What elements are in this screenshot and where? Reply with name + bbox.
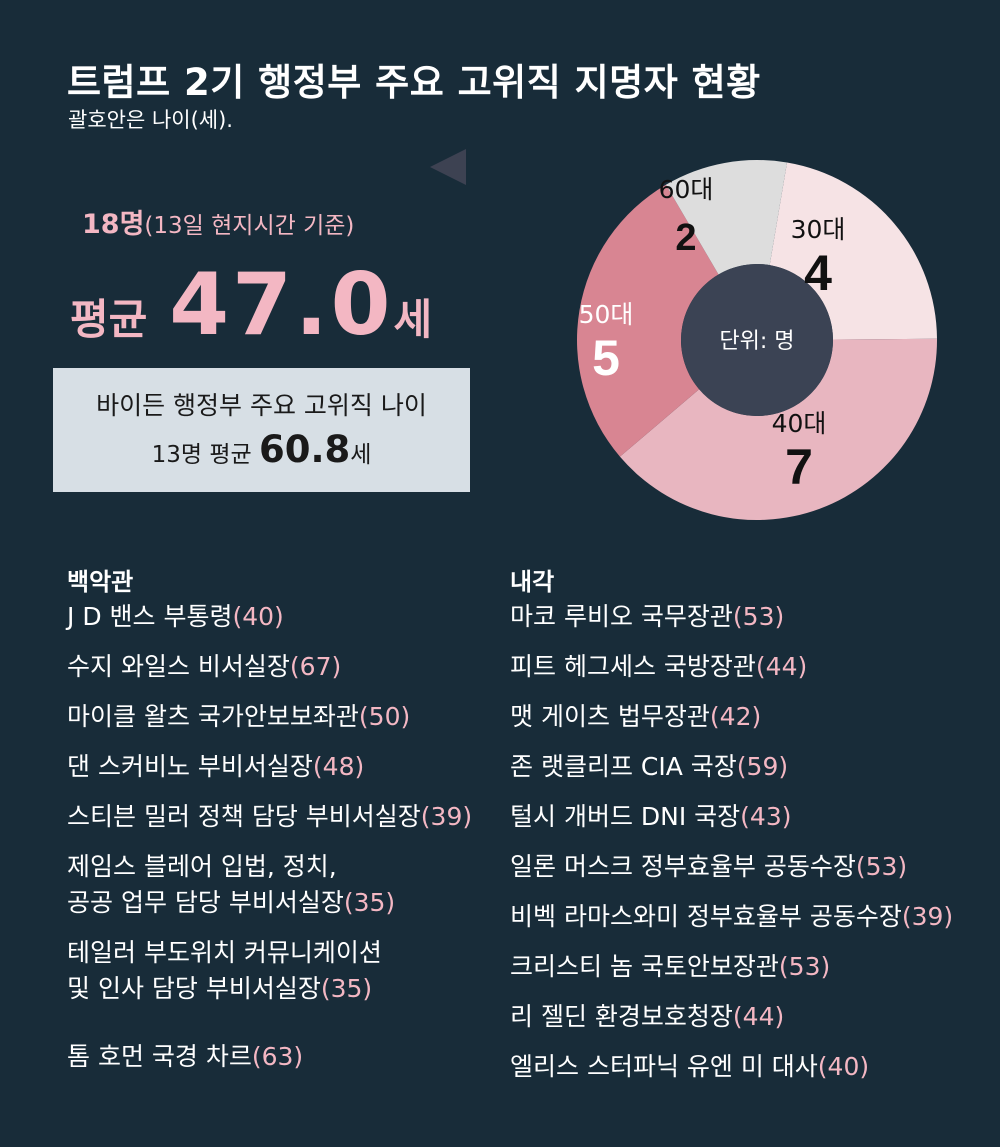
- pie-center: [681, 264, 833, 416]
- pie-category-label: 30대: [791, 215, 846, 244]
- nominee-age: (40): [817, 1052, 870, 1081]
- list-item: 마이클 왈츠 국가안보보좌관(50): [67, 700, 410, 733]
- nominee-name: 댄 스커비노 부비서실장: [67, 752, 313, 781]
- list-item: 및 인사 담당 부비서실장(35): [67, 972, 372, 1005]
- pie-category-label: 50대: [579, 300, 634, 329]
- pie-value-label: 4: [804, 245, 832, 301]
- nominee-name: 일론 머스크 정부효율부 공동수장: [510, 852, 856, 881]
- nominee-name: 맷 게이츠 법무장관: [510, 702, 710, 731]
- nominee-name: 공공 업무 담당 부비서실장: [67, 888, 344, 917]
- list-item: 테일러 부도위치 커뮤니케이션: [67, 936, 382, 969]
- nominee-name: 리 젤딘 환경보호청장: [510, 1002, 733, 1031]
- nominee-name: J D 밴스 부통령: [67, 602, 233, 631]
- nominee-age: (50): [358, 702, 411, 731]
- list-item: 리 젤딘 환경보호청장(44): [510, 1000, 784, 1033]
- list-item: 톰 호먼 국경 차르(63): [67, 1040, 303, 1073]
- average-age: 평균 47.0세: [70, 255, 432, 355]
- nominee-name: 스티븐 밀러 정책 담당 부비서실장: [67, 802, 421, 831]
- biden-line2: 13명 평균 60.8세: [53, 428, 470, 471]
- list-item: 맷 게이츠 법무장관(42): [510, 700, 761, 733]
- nominee-age: (39): [901, 902, 954, 931]
- nominee-age: (44): [732, 1002, 785, 1031]
- list-item: 털시 개버드 DNI 국장(43): [510, 800, 792, 833]
- pie-value-label: 5: [592, 330, 620, 386]
- biden-count: 13명 평균: [151, 442, 252, 468]
- average-label: 평균: [70, 295, 148, 344]
- nominee-age: (35): [343, 888, 396, 917]
- biden-line1: 바이든 행정부 주요 고위직 나이: [96, 391, 427, 420]
- cabinet-heading: 내각: [510, 568, 555, 596]
- list-item: 피트 헤그세스 국방장관(44): [510, 650, 807, 683]
- nominee-age: (59): [736, 752, 789, 781]
- pie-slice-30대: [769, 162, 937, 340]
- nominee-age: (42): [709, 702, 762, 731]
- nominee-name: 존 랫클리프 CIA 국장: [510, 752, 737, 781]
- nominee-name: 털시 개버드 DNI 국장: [510, 802, 741, 831]
- list-item: 댄 스커비노 부비서실장(48): [67, 750, 364, 783]
- pie-center-label: 단위: 명: [719, 329, 794, 354]
- pie-category-label: 60대: [659, 175, 714, 204]
- nominee-age: (35): [320, 974, 373, 1003]
- nominee-age: (44): [755, 652, 808, 681]
- nominee-age: (39): [420, 802, 473, 831]
- count-value: 18명: [82, 209, 145, 240]
- pie-slice-50대: [576, 184, 719, 457]
- white-house-heading: 백악관: [67, 568, 134, 596]
- subtitle: 괄호안은 나이(세).: [68, 108, 233, 132]
- list-item: 공공 업무 담당 부비서실장(35): [67, 886, 395, 919]
- nominee-age: (48): [312, 752, 365, 781]
- average-value: 47.0: [169, 255, 394, 355]
- biden-average-value: 60.8: [258, 428, 351, 471]
- pie-slice-40대: [619, 338, 937, 521]
- nominee-name: 크리스티 놈 국토안보장관: [510, 952, 779, 981]
- pie-value-label: 7: [785, 439, 813, 495]
- nominee-name: 마코 루비오 국무장관: [510, 602, 733, 631]
- nominee-name: 마이클 왈츠 국가안보보좌관: [67, 702, 359, 731]
- nominee-name: 제임스 블레어 입법, 정치,: [67, 852, 337, 881]
- page-title: 트럼프 2기 행정부 주요 고위직 지명자 현황: [67, 61, 761, 104]
- nominee-age: (67): [289, 652, 342, 681]
- list-item: 수지 와일스 비서실장(67): [67, 650, 341, 683]
- nominee-age: (40): [232, 602, 284, 631]
- nominee-name: 비벡 라마스와미 정부효율부 공동수장: [510, 902, 902, 931]
- list-item: 제임스 블레어 입법, 정치,: [67, 850, 337, 883]
- list-item: 존 랫클리프 CIA 국장(59): [510, 750, 788, 783]
- nominee-age: (53): [778, 952, 831, 981]
- nominee-name: 엘리스 스터파닉 유엔 미 대사: [510, 1052, 818, 1081]
- nominee-name: 및 인사 담당 부비서실장: [67, 974, 321, 1003]
- pointer-triangle-icon: [430, 149, 466, 185]
- biden-comparison-box: 바이든 행정부 주요 고위직 나이 13명 평균 60.8세: [53, 368, 470, 492]
- nominee-age: (63): [251, 1042, 304, 1071]
- pie-slice-60대: [665, 159, 788, 275]
- list-item: 비벡 라마스와미 정부효율부 공동수장(39): [510, 900, 953, 933]
- nominee-age: (53): [855, 852, 908, 881]
- average-unit: 세: [393, 295, 433, 344]
- list-item: 마코 루비오 국무장관(53): [510, 600, 784, 633]
- nominee-name: 테일러 부도위치 커뮤니케이션: [67, 938, 382, 967]
- nominee-count: 18명(13일 현지시간 기준): [82, 202, 354, 241]
- nominee-age: (43): [740, 802, 792, 831]
- pie-value-label: 2: [675, 217, 696, 259]
- list-item: 스티븐 밀러 정책 담당 부비서실장(39): [67, 800, 472, 833]
- biden-average-unit: 세: [350, 442, 372, 468]
- list-item: 크리스티 놈 국토안보장관(53): [510, 950, 830, 983]
- count-note: (13일 현지시간 기준): [144, 213, 355, 239]
- nominee-name: 피트 헤그세스 국방장관: [510, 652, 756, 681]
- list-item: J D 밴스 부통령(40): [67, 600, 284, 633]
- list-item: 엘리스 스터파닉 유엔 미 대사(40): [510, 1050, 869, 1083]
- nominee-name: 수지 와일스 비서실장: [67, 652, 290, 681]
- pie-category-label: 40대: [772, 409, 827, 438]
- list-item: 일론 머스크 정부효율부 공동수장(53): [510, 850, 907, 883]
- nominee-age: (53): [732, 602, 785, 631]
- nominee-name: 톰 호먼 국경 차르: [67, 1042, 252, 1071]
